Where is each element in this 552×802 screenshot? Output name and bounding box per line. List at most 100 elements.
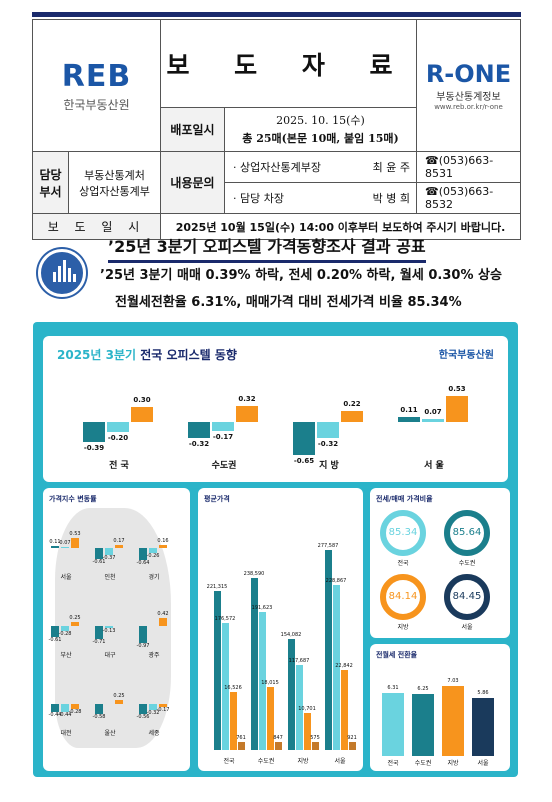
conv-bar: [472, 697, 494, 756]
conv-category: 전국: [387, 760, 399, 767]
top-bar-label: 0.30: [133, 396, 151, 404]
reb-logo: REB: [61, 58, 132, 94]
city-bar-label: -0.26: [146, 552, 160, 559]
ratio-name: 서울: [461, 624, 473, 631]
avg-panel: 평균가격 221,315 176,572 16,526 761 전국 238,590 191…: [198, 488, 363, 771]
dept-name-1: 부동산통계처: [84, 168, 145, 182]
contact2-cell: · 담당 차장 박 병 희: [224, 182, 417, 214]
avg-bar-label: 117,687: [288, 658, 310, 665]
city-bar-label: -0.37: [102, 554, 116, 561]
top-bar-label: 0.07: [424, 407, 442, 416]
top-bar-label: -0.39: [83, 443, 105, 452]
avg-bar-label: 22,842: [335, 663, 353, 669]
ratio-ring: 84.14: [380, 574, 426, 620]
avg-bar-label: 154,082: [280, 631, 302, 638]
city-bar: [71, 621, 79, 626]
avg-bar: [214, 590, 221, 750]
city-bar-label: 0.16: [157, 538, 169, 545]
avg-bar: [259, 611, 266, 750]
dist-cell: 2025. 10. 15(수) 총 25매(본문 10매, 붙임 15매): [224, 107, 417, 152]
city-name: 광주: [148, 652, 160, 659]
conv-bar-label: 5.86: [477, 689, 489, 696]
ratio-name: 전국: [397, 560, 409, 567]
top-bar-label: 0.53: [448, 384, 466, 393]
city-bar-label: 0.25: [113, 692, 125, 699]
city-bar-label: 0.53: [69, 531, 81, 538]
top-bar: [422, 418, 444, 422]
city-bar: [139, 548, 147, 560]
avg-category: 수도권: [257, 758, 275, 765]
avg-title: 평균가격: [204, 495, 230, 503]
top-bar: [398, 416, 420, 422]
avg-bar-label: 277,587: [317, 543, 339, 549]
top-category: 서 울: [424, 461, 444, 471]
top-bar-label: -0.32: [188, 440, 210, 448]
avg-bar-label: 10,701: [298, 705, 316, 712]
avg-bar: [288, 638, 295, 750]
avg-category: 전국: [223, 758, 235, 765]
subheadline-2: 전월세전환율 6.31%, 매매가격 대비 전세가격 비율 85.34%: [115, 295, 462, 310]
avg-bar: [304, 712, 311, 750]
ratio-ring: 85.34: [380, 510, 426, 556]
city-bar: [95, 626, 103, 639]
city-bar: [159, 618, 167, 626]
city-name: 대구: [104, 652, 116, 659]
index-title: 가격지수 변동률: [49, 495, 97, 503]
city-bar-label: -0.71: [92, 638, 106, 645]
city-bar: [51, 546, 59, 548]
rone-name: 부동산통계정보: [436, 92, 501, 103]
ratio-ring: 85.64: [444, 510, 490, 556]
top-bar: [107, 422, 129, 432]
top-bar-label: 0.11: [400, 405, 418, 414]
rone-url: www.reb.or.kr/r-one: [434, 103, 503, 111]
contact2-role: · 담당 차장: [233, 192, 284, 205]
top-bar-label: -0.17: [212, 432, 234, 441]
avg-bar-label: 16,526: [224, 685, 242, 692]
city-bar: [105, 548, 113, 555]
headline: ’25년 3분기 오피스텔 가격동향조사 결과 공표: [108, 233, 426, 263]
city-name: 경기: [148, 574, 160, 581]
dept-cell: 담당 부서 부동산통계처 상업자산통계부: [32, 151, 161, 214]
top-title-year: 2025년 3분기: [57, 348, 137, 362]
top-panel: 2025년 3분기 전국 오피스텔 동향 한국부동산원 -0.39 -0.20 0.…: [43, 336, 508, 482]
city-bar-label: -0.17: [156, 707, 170, 714]
conv-bar-label: 6.31: [387, 685, 399, 692]
avg-bar-label: 176,572: [214, 615, 236, 622]
ratio-name: 지방: [397, 624, 409, 631]
top-bar: [317, 422, 339, 438]
city-bar: [139, 626, 147, 644]
brand-logo: 한국부동산원: [438, 350, 494, 361]
city-name: 대전: [60, 730, 72, 737]
conv-bar: [412, 693, 434, 756]
top-category: 전 국: [109, 461, 129, 471]
avg-bar: [341, 670, 348, 750]
conv-title: 전월세 전환율: [376, 651, 418, 659]
conv-bar: [382, 693, 404, 756]
avg-bar: [222, 622, 229, 750]
conv-panel: 전월세 전환율 6.31 전국 6.25 수도권 7.03 지방 5.86 서울: [370, 644, 510, 771]
city-name: 인천: [104, 574, 116, 581]
avg-bar-label: 191,623: [251, 604, 273, 611]
top-title-rest: 전국 오피스텔 동향: [136, 348, 237, 362]
city-bar: [149, 548, 157, 553]
city-bar: [159, 545, 167, 548]
avg-bar: [349, 742, 356, 750]
conv-category: 지방: [447, 760, 459, 767]
conv-bar-label: 7.03: [447, 678, 459, 684]
top-rule: [32, 12, 521, 17]
city-name: 부산: [60, 652, 72, 659]
avg-bar: [267, 686, 274, 750]
city-bar-label: -0.13: [102, 628, 116, 635]
city-bar-label: 0.25: [69, 614, 81, 621]
dist-label: 배포일시: [160, 107, 225, 152]
rone-logo: R-ONE: [425, 60, 512, 88]
conv-bar: [442, 686, 464, 756]
city-bar-label: 0.07: [59, 539, 71, 546]
avg-bar: [238, 742, 245, 750]
city-bar: [95, 548, 103, 559]
city-bar-label: 0.11: [49, 539, 61, 546]
subheadline-1: ’25년 3분기 매매 0.39% 하락, 전세 0.20% 하락, 월세 0.…: [100, 268, 502, 283]
top-category: 수도권: [211, 461, 237, 471]
avg-category: 지방: [297, 758, 309, 765]
org-logo-cell: REB 한국부동산원: [32, 19, 161, 152]
